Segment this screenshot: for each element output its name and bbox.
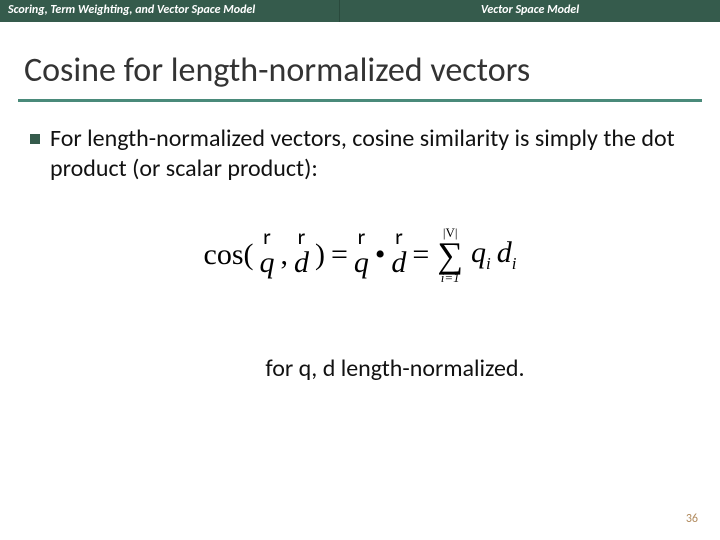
formula-d: d xyxy=(294,246,309,279)
sigma: |V| ∑ i=1 xyxy=(437,226,463,284)
formula: cos( r q , r d ) = r q • r d = |V| xyxy=(30,226,690,284)
di-d: d xyxy=(497,236,512,269)
bullet-item: For length-normalized vectors, cosine si… xyxy=(30,124,690,184)
term-qi: qi xyxy=(471,236,491,274)
sigma-lower: i=1 xyxy=(441,271,460,284)
sigma-symbol: ∑ xyxy=(437,237,463,273)
slide-header: Scoring, Term Weighting, and Vector Spac… xyxy=(0,0,720,22)
formula-q: q xyxy=(259,246,274,279)
di-i: i xyxy=(512,254,517,273)
bullet-marker xyxy=(30,134,40,144)
formula-dot: • xyxy=(375,238,386,272)
formula-comma: , xyxy=(280,238,288,272)
slide-body: For length-normalized vectors, cosine si… xyxy=(0,102,720,383)
formula-eq: = xyxy=(331,238,348,272)
vec-d2: r d xyxy=(391,230,406,280)
formula-close: ) xyxy=(315,238,325,272)
term-di: di xyxy=(497,236,517,274)
vec-q: r q xyxy=(259,230,274,280)
formula-q: q xyxy=(354,246,369,279)
page-number: 36 xyxy=(686,512,698,526)
qi-i: i xyxy=(486,254,491,273)
formula-cos: cos( xyxy=(204,238,254,272)
vec-arrow-icon: r xyxy=(298,226,306,248)
header-right: Vector Space Model xyxy=(340,0,720,22)
header-left: Scoring, Term Weighting, and Vector Spac… xyxy=(0,0,340,22)
formula-eq2: = xyxy=(412,238,429,272)
slide-title: Cosine for length-normalized vectors xyxy=(0,22,720,99)
footer-text: for q, d length-normalized. xyxy=(30,354,690,383)
qi-q: q xyxy=(471,236,486,269)
vec-q2: r q xyxy=(354,230,369,280)
vec-arrow-icon: r xyxy=(395,226,403,248)
vec-d: r d xyxy=(294,230,309,280)
vec-arrow-icon: r xyxy=(263,226,271,248)
formula-d: d xyxy=(391,246,406,279)
vec-arrow-icon: r xyxy=(358,226,366,248)
bullet-text: For length-normalized vectors, cosine si… xyxy=(50,124,690,184)
